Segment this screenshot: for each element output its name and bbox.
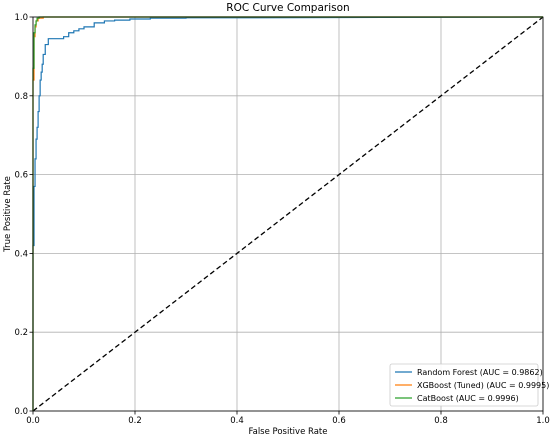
tick-layer: 0.0 0.2 0.4 0.6 0.8 1.0 0.0 0.2 0.4 0.6 0.8 1.0 bbox=[14, 13, 549, 426]
y-tick-label: 0.2 bbox=[14, 328, 28, 338]
diagonal-layer bbox=[32, 16, 544, 412]
x-tick-label: 0.2 bbox=[128, 416, 142, 426]
y-tick-label: 0.6 bbox=[14, 171, 28, 181]
x-tick-label: 0.4 bbox=[230, 416, 244, 426]
xgboost-roc-line bbox=[32, 16, 543, 411]
legend-label-random-forest: Random Forest (AUC = 0.9862) bbox=[417, 368, 543, 377]
y-tick-label: 0.4 bbox=[14, 249, 28, 259]
x-axis-title: False Positive Rate bbox=[249, 427, 328, 436]
y-axis-title: True Positive Rate bbox=[3, 176, 13, 253]
y-tick-label: 0.0 bbox=[14, 407, 28, 417]
x-tick-label: 0.8 bbox=[434, 416, 448, 426]
legend-label-catboost: CatBoost (AUC = 0.9996) bbox=[417, 394, 519, 403]
catboost-roc-line bbox=[32, 16, 543, 411]
chart-title: ROC Curve Comparison bbox=[226, 2, 349, 14]
legend-box bbox=[389, 363, 539, 407]
y-tick-label: 1.0 bbox=[14, 13, 28, 23]
x-tick-label: 0.0 bbox=[26, 416, 40, 426]
series-layer bbox=[32, 16, 544, 411]
legend: Random Forest (AUC = 0.9862) XGBoost (Tu… bbox=[389, 363, 549, 407]
plot-frame bbox=[32, 16, 544, 412]
x-tick-label: 1.0 bbox=[536, 416, 550, 426]
x-tick-label: 0.6 bbox=[332, 416, 346, 426]
legend-label-xgboost: XGBoost (Tuned) (AUC = 0.9995) bbox=[417, 381, 549, 390]
diagonal-reference-line bbox=[32, 16, 544, 412]
random-forest-roc-line bbox=[32, 16, 544, 411]
y-tick-label: 0.8 bbox=[14, 92, 28, 102]
